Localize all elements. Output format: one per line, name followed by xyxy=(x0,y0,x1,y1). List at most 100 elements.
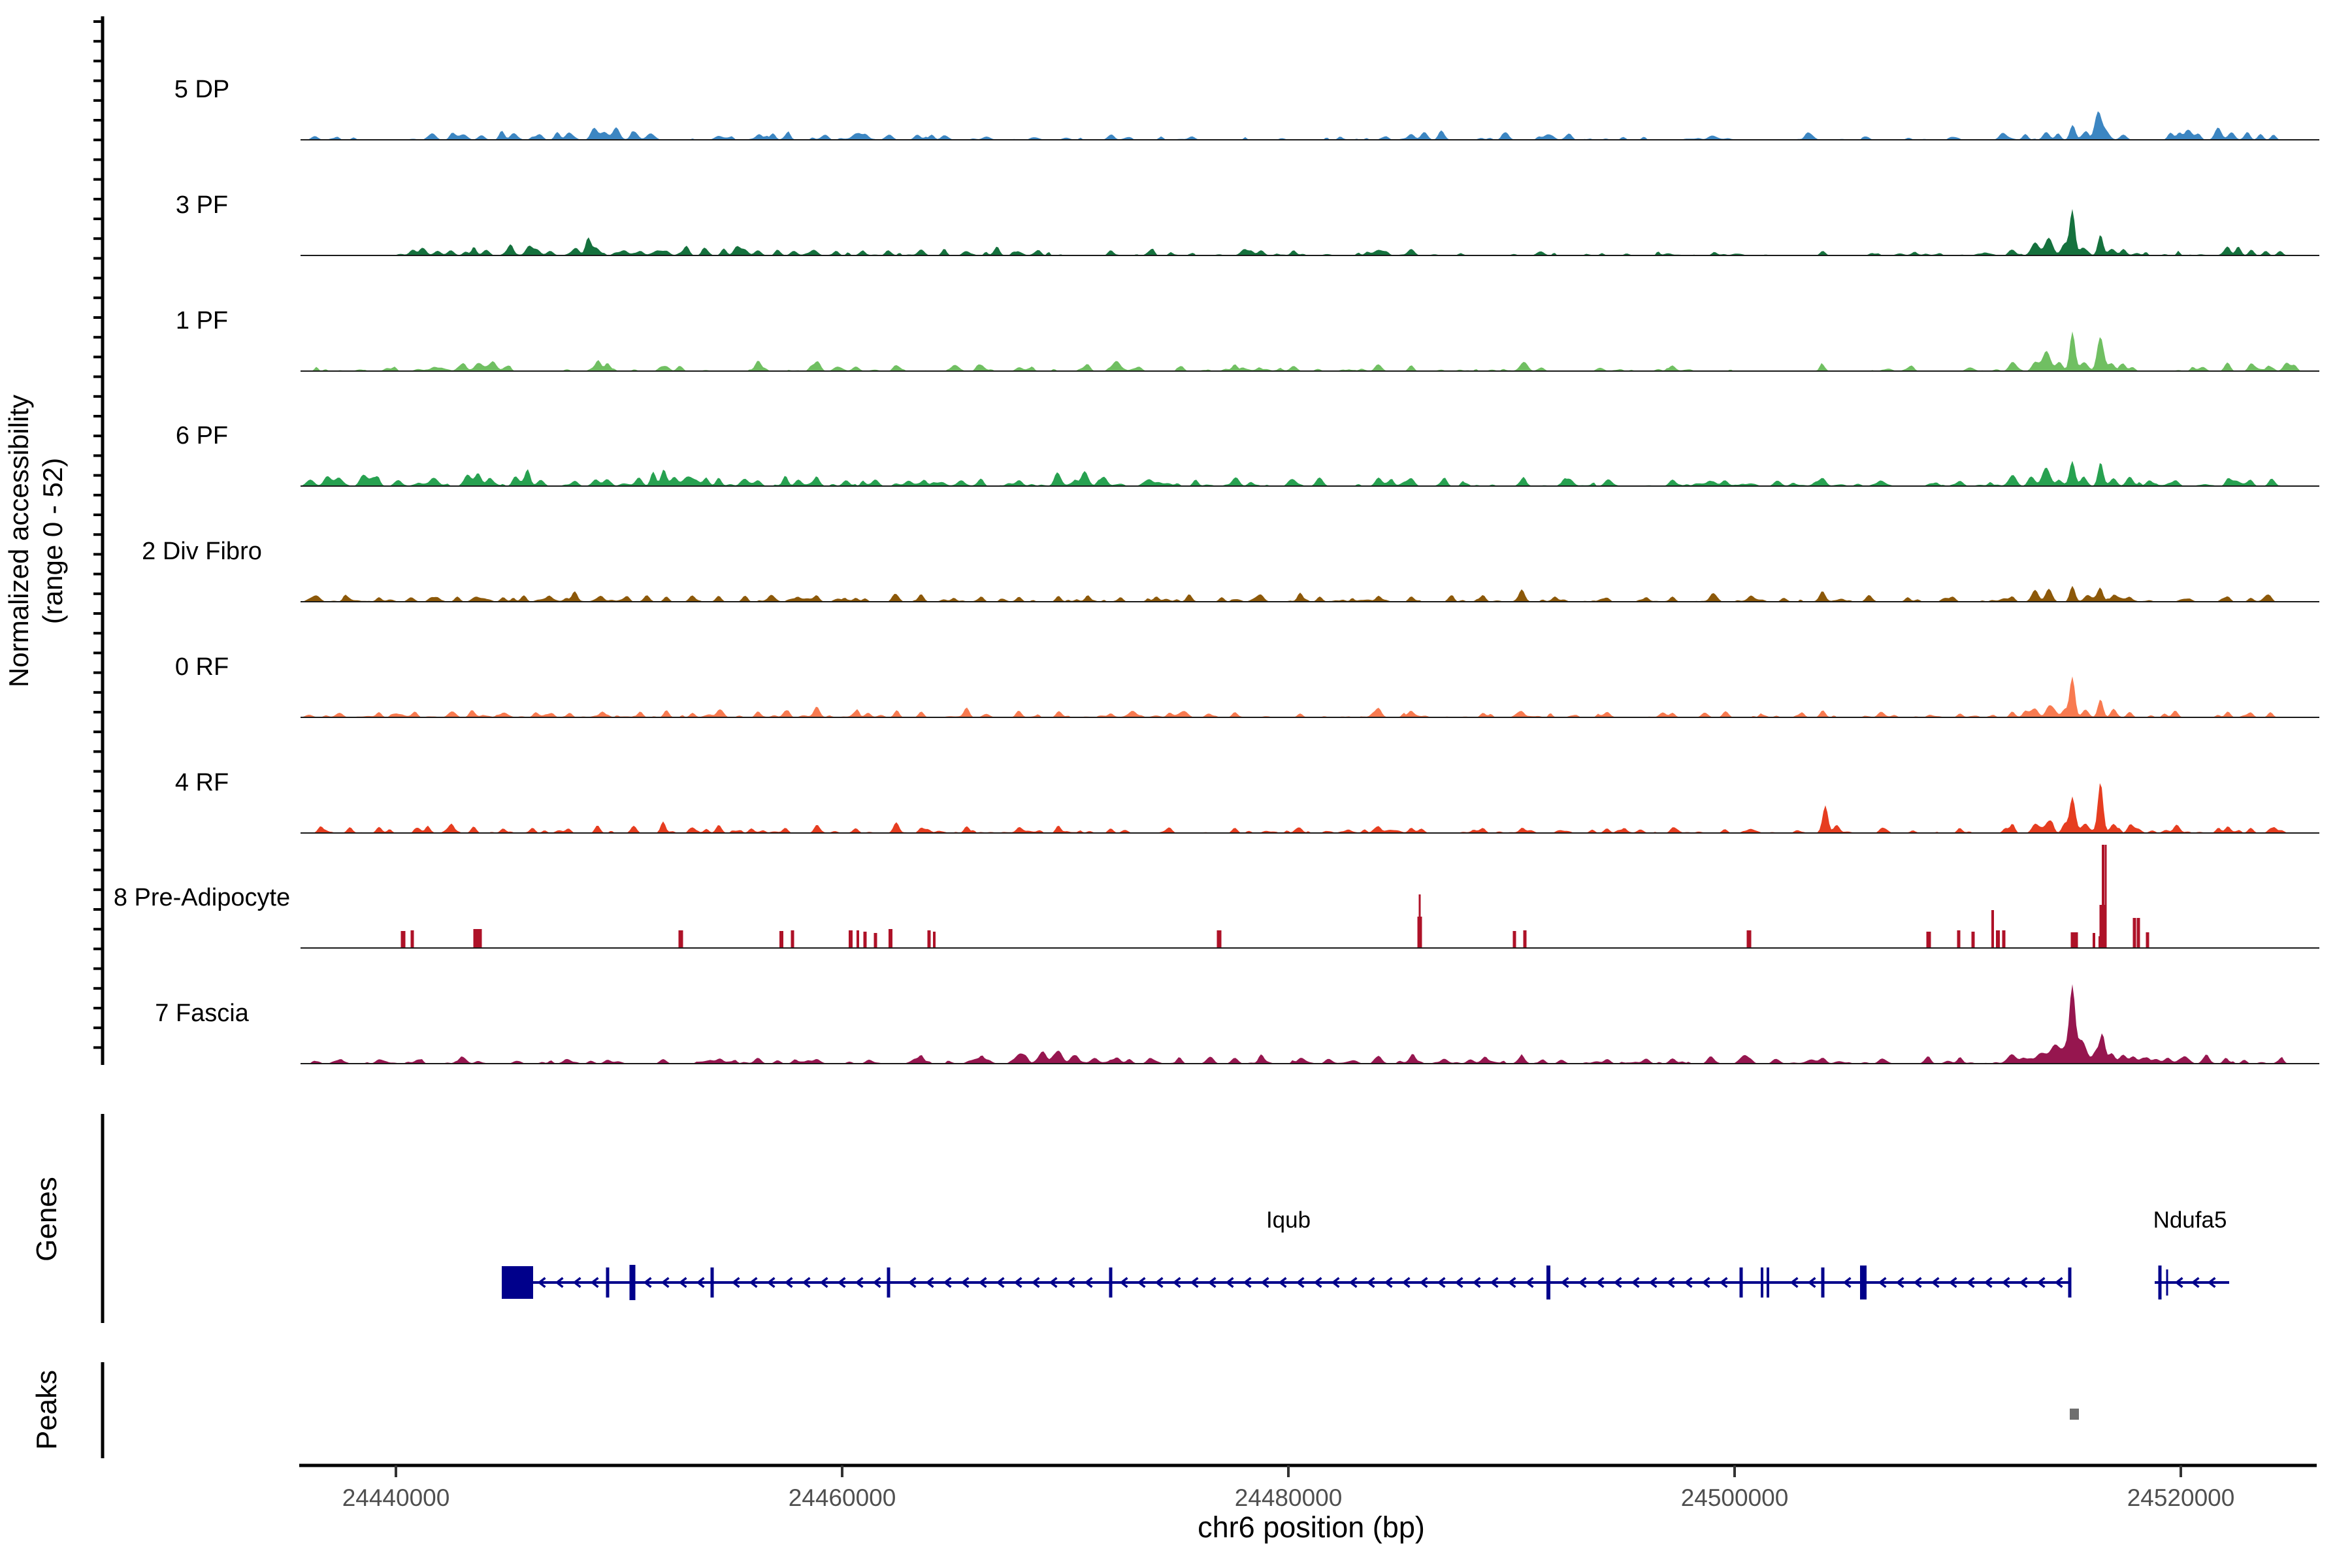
strand-arrow-left-icon xyxy=(661,1277,670,1288)
strand-arrow-left-icon xyxy=(1648,1277,1658,1288)
strand-arrow-left-icon xyxy=(1842,1277,1852,1288)
track-0-rf xyxy=(301,676,2319,718)
exon-tick xyxy=(1546,1266,1550,1299)
track-6-pf xyxy=(301,461,2319,487)
track-3-pf xyxy=(301,208,2319,256)
exon-tick xyxy=(1767,1267,1769,1298)
strand-arrow-left-icon xyxy=(1719,1277,1728,1288)
strand-arrow-left-icon xyxy=(1049,1277,1058,1288)
strand-arrow-left-icon xyxy=(2001,1277,2010,1288)
strand-arrow-left-icon xyxy=(960,1277,970,1288)
strand-arrow-left-icon xyxy=(1401,1277,1411,1288)
strand-arrow-left-icon xyxy=(2191,1277,2200,1288)
strand-arrow-left-icon xyxy=(978,1277,987,1288)
track-label-6pf: 6 PF xyxy=(175,422,229,449)
y-axis-rail xyxy=(93,16,105,1065)
signal-bar xyxy=(849,930,853,948)
track-8-pre-adipocyte xyxy=(301,845,2319,949)
strand-arrow-left-icon xyxy=(1525,1277,1534,1288)
peaks-section-label: Peaks xyxy=(31,1369,63,1450)
strand-arrow-left-icon xyxy=(1384,1277,1393,1288)
strand-arrow-left-icon xyxy=(802,1277,811,1288)
strand-arrow-left-icon xyxy=(1260,1277,1269,1288)
strand-arrow-left-icon xyxy=(1278,1277,1287,1288)
track-label-2divfibro: 2 Div Fibro xyxy=(142,538,262,565)
strand-arrow-left-icon xyxy=(996,1277,1005,1288)
signal-area xyxy=(301,676,2319,717)
signal-bar xyxy=(889,929,892,948)
signal-bar xyxy=(1523,930,1527,948)
signal-area xyxy=(301,461,2319,486)
signal-bar xyxy=(2002,930,2006,948)
x-tick-label-24460000: 24460000 xyxy=(788,1484,896,1511)
strand-arrow-left-icon xyxy=(749,1277,758,1288)
exon-tick xyxy=(606,1267,610,1298)
strand-arrow-left-icon xyxy=(1172,1277,1181,1288)
strand-arrow-left-icon xyxy=(1348,1277,1358,1288)
exon-tick xyxy=(2158,1266,2162,1299)
strand-arrow-left-icon xyxy=(1631,1277,1640,1288)
signal-bar xyxy=(927,930,931,948)
strand-arrow-left-icon xyxy=(907,1277,917,1288)
signal-area xyxy=(301,208,2319,255)
signal-bar xyxy=(2136,918,2140,948)
genes-section-label: Genes xyxy=(31,1177,63,1262)
strand-arrow-left-icon xyxy=(1454,1277,1463,1288)
strand-arrow-left-icon xyxy=(590,1277,599,1288)
track-label-3pf: 3 PF xyxy=(175,191,229,219)
strand-arrow-left-icon xyxy=(943,1277,952,1288)
strand-arrow-left-icon xyxy=(1207,1277,1217,1288)
gene-model-ndufa5 xyxy=(2155,1266,2229,1299)
signal-bar xyxy=(1971,932,1975,948)
strand-arrow-left-icon xyxy=(1490,1277,1499,1288)
exon-tick xyxy=(710,1267,714,1298)
strand-arrow-left-icon xyxy=(1119,1277,1128,1288)
x-axis xyxy=(299,1463,2317,1477)
strand-arrow-left-icon xyxy=(1243,1277,1252,1288)
strand-arrow-left-icon xyxy=(1895,1277,1904,1288)
strand-arrow-left-icon xyxy=(2019,1277,2028,1288)
strand-arrow-left-icon xyxy=(1472,1277,1481,1288)
track-4-rf xyxy=(301,783,2319,834)
peak-interval-box xyxy=(2070,1409,2079,1420)
strand-arrow-left-icon xyxy=(2036,1277,2046,1288)
strand-arrow-left-icon xyxy=(537,1277,546,1288)
strand-arrow-left-icon xyxy=(1595,1277,1605,1288)
strand-arrow-left-icon xyxy=(1437,1277,1446,1288)
exon-tick xyxy=(2166,1269,2168,1296)
strand-arrow-left-icon xyxy=(2054,1277,2063,1288)
strand-arrow-left-icon xyxy=(1666,1277,1675,1288)
signal-bar xyxy=(863,932,867,948)
exon-tick xyxy=(1860,1266,1867,1299)
signal-bar xyxy=(400,931,406,948)
signal-bar xyxy=(1512,931,1516,948)
exon-tick xyxy=(1739,1267,1743,1298)
strand-arrow-left-icon xyxy=(1701,1277,1710,1288)
track-1-pf xyxy=(301,331,2319,372)
strand-arrow-left-icon xyxy=(1331,1277,1340,1288)
strand-arrow-left-icon xyxy=(731,1277,740,1288)
strand-arrow-left-icon xyxy=(1913,1277,1922,1288)
signal-bar xyxy=(1996,930,2000,948)
signal-bar xyxy=(2146,932,2149,948)
signal-bar xyxy=(1926,932,1931,948)
strand-arrow-left-icon xyxy=(1419,1277,1428,1288)
strand-arrow-left-icon xyxy=(784,1277,793,1288)
strand-arrow-left-icon xyxy=(819,1277,828,1288)
strand-arrow-left-icon xyxy=(696,1277,705,1288)
signal-bar xyxy=(473,929,482,948)
strand-arrow-left-icon xyxy=(1560,1277,1569,1288)
signal-bar xyxy=(2093,933,2095,948)
exon-tick xyxy=(1761,1267,1763,1298)
strand-arrow-left-icon xyxy=(1878,1277,1887,1288)
strand-arrow-left-icon xyxy=(1296,1277,1305,1288)
signal-bar xyxy=(933,932,936,948)
gene-label-ndufa5: Ndufa5 xyxy=(2153,1207,2227,1233)
track-label-4rf: 4 RF xyxy=(174,769,229,796)
track-label-7fascia: 7 Fascia xyxy=(155,1000,249,1027)
track-2-div-fibro xyxy=(301,585,2319,602)
signal-area xyxy=(301,984,2319,1064)
track-7-fascia xyxy=(301,984,2319,1064)
exon-tick xyxy=(2068,1267,2072,1298)
